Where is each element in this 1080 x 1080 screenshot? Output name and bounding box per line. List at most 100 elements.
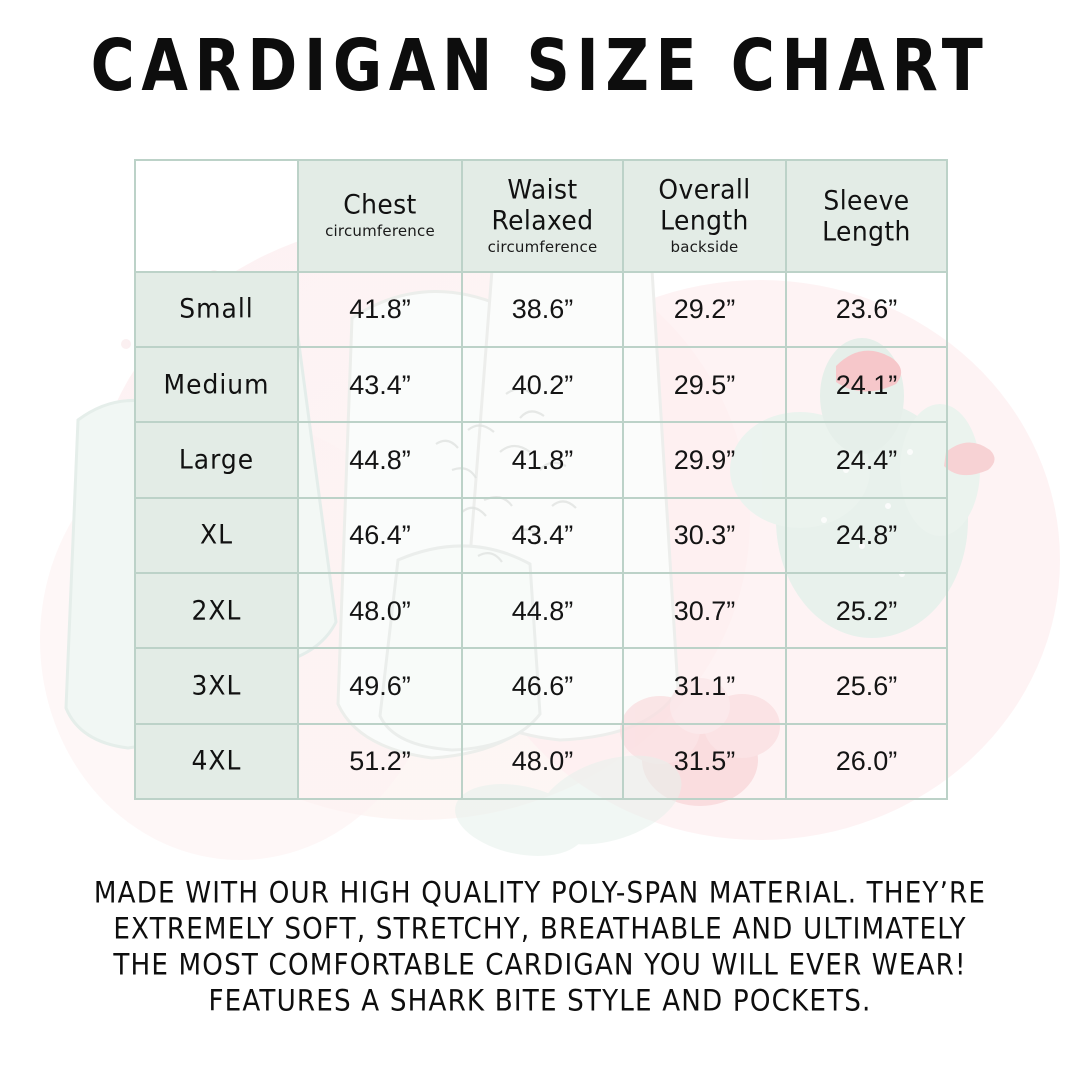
measure-value: 29.9” <box>673 444 736 475</box>
cell-xl-sleeve: 24.8” <box>785 496 948 574</box>
cell-3xl-length: 31.1” <box>622 647 787 725</box>
cell-small-sleeve: 23.6” <box>785 270 948 348</box>
cell-4xl-sleeve: 26.0” <box>785 722 948 801</box>
cell-xl-chest: 46.4” <box>297 496 463 574</box>
column-header-chest-sub: circumference <box>325 222 435 241</box>
column-header-chest: Chest circumference <box>297 159 463 273</box>
measure-value: 43.4” <box>349 369 411 400</box>
measure-value: 41.8” <box>511 444 574 475</box>
measure-value: 25.6” <box>835 670 898 701</box>
column-header-sleeve-length-main-line2: Length <box>822 215 911 247</box>
column-header-chest-main: Chest <box>343 189 417 221</box>
table-row: Medium 43.4” 40.2” 29.5” 24.1” <box>134 345 948 424</box>
footer-description: MADE WITH OUR HIGH QUALITY POLY-SPAN MAT… <box>50 876 1030 1020</box>
measure-value: 30.7” <box>673 595 736 626</box>
measure-value: 29.5” <box>673 369 736 400</box>
cell-medium-waist: 40.2” <box>461 345 624 424</box>
measure-value: 38.6” <box>511 294 574 325</box>
measure-value: 46.4” <box>349 520 411 551</box>
row-header-large: Large <box>134 421 299 499</box>
measure-value: 31.5” <box>673 746 736 777</box>
measure-value: 26.0” <box>835 746 898 777</box>
cell-3xl-sleeve: 25.6” <box>785 647 948 725</box>
table-corner-cell <box>134 159 299 273</box>
measure-value: 31.1” <box>673 670 736 701</box>
page-title: CARDIGAN SIZE CHART <box>90 24 990 108</box>
measure-value: 23.6” <box>835 294 898 325</box>
measure-value: 46.6” <box>511 670 574 701</box>
cell-2xl-waist: 44.8” <box>461 571 624 650</box>
size-label: 4XL <box>191 745 242 776</box>
measure-value: 25.2” <box>835 595 898 626</box>
measure-value: 40.2” <box>511 369 574 400</box>
cell-2xl-length: 30.7” <box>622 571 787 650</box>
footer-line-2: EXTREMELY SOFT, STRETCHY, BREATHABLE AND… <box>113 912 967 947</box>
measure-value: 24.1” <box>835 369 898 400</box>
cell-3xl-chest: 49.6” <box>297 647 463 725</box>
size-label: Small <box>179 293 254 324</box>
column-header-overall-length-main-line2: Length <box>660 204 749 236</box>
measure-value: 24.4” <box>835 444 898 475</box>
row-header-4xl: 4XL <box>134 722 299 801</box>
footer-line-3: THE MOST COMFORTABLE CARDIGAN YOU WILL E… <box>113 948 967 983</box>
cell-medium-length: 29.5” <box>622 345 787 424</box>
cell-large-sleeve: 24.4” <box>785 421 948 499</box>
column-header-waist-sub: circumference <box>487 237 598 256</box>
size-label: Medium <box>163 368 270 400</box>
measure-value: 29.2” <box>673 294 736 325</box>
table-row: 3XL 49.6” 46.6” 31.1” 25.6” <box>134 647 948 725</box>
measure-value: 24.8” <box>835 520 898 551</box>
table-row: XL 46.4” 43.4” 30.3” 24.8” <box>134 496 948 574</box>
table-row: Large 44.8” 41.8” 29.9” 24.4” <box>134 421 948 499</box>
table-row: 2XL 48.0” 44.8” 30.7” 25.2” <box>134 571 948 650</box>
column-header-waist: Waist Relaxed circumference <box>461 159 624 273</box>
column-header-overall-length-main-line1: Overall <box>658 173 751 205</box>
measure-value: 41.8” <box>349 294 411 325</box>
row-header-medium: Medium <box>134 345 299 424</box>
size-label: XL <box>199 519 234 550</box>
measure-value: 51.2” <box>349 746 411 777</box>
column-header-waist-main-line2: Relaxed <box>491 204 594 236</box>
cell-medium-chest: 43.4” <box>297 345 463 424</box>
size-label: Large <box>178 444 255 475</box>
measure-value: 44.8” <box>349 444 411 475</box>
measure-value: 30.3” <box>673 520 736 551</box>
cell-3xl-waist: 46.6” <box>461 647 624 725</box>
table-row: 4XL 51.2” 48.0” 31.5” 26.0” <box>134 722 948 801</box>
cell-4xl-chest: 51.2” <box>297 722 463 801</box>
footer-line-4: FEATURES A SHARK BITE STYLE AND POCKETS. <box>208 984 872 1019</box>
cell-4xl-waist: 48.0” <box>461 722 624 801</box>
footer-line-1: MADE WITH OUR HIGH QUALITY POLY-SPAN MAT… <box>93 876 987 911</box>
table-row: Small 41.8” 38.6” 29.2” 23.6” <box>134 270 948 348</box>
measure-value: 43.4” <box>511 520 574 551</box>
cell-large-length: 29.9” <box>622 421 787 499</box>
cell-xl-waist: 43.4” <box>461 496 624 574</box>
cell-2xl-sleeve: 25.2” <box>785 571 948 650</box>
size-chart-table-wrap: Chest circumference Waist Relaxed circum… <box>134 159 948 801</box>
row-header-2xl: 2XL <box>134 571 299 650</box>
cell-small-length: 29.2” <box>622 270 787 348</box>
size-label: 2XL <box>191 594 242 626</box>
measure-value: 44.8” <box>511 595 574 626</box>
column-header-overall-length-sub: backside <box>670 237 739 256</box>
cell-medium-sleeve: 24.1” <box>785 345 948 424</box>
row-header-3xl: 3XL <box>134 647 299 725</box>
column-header-overall-length: Overall Length backside <box>622 159 787 273</box>
column-header-sleeve-length: Sleeve Length <box>785 159 948 273</box>
size-label: 3XL <box>191 670 242 701</box>
table-header-row: Chest circumference Waist Relaxed circum… <box>134 159 948 273</box>
cell-xl-length: 30.3” <box>622 496 787 574</box>
row-header-small: Small <box>134 270 299 348</box>
cell-small-chest: 41.8” <box>297 270 463 348</box>
column-header-waist-main-line1: Waist <box>507 173 578 205</box>
row-header-xl: XL <box>134 496 299 574</box>
cell-large-waist: 41.8” <box>461 421 624 499</box>
size-chart-table: Chest circumference Waist Relaxed circum… <box>134 159 948 801</box>
cell-4xl-length: 31.5” <box>622 722 787 801</box>
cell-large-chest: 44.8” <box>297 421 463 499</box>
cell-2xl-chest: 48.0” <box>297 571 463 650</box>
measure-value: 49.6” <box>349 670 411 701</box>
column-header-sleeve-length-main-line1: Sleeve <box>823 184 910 216</box>
cell-small-waist: 38.6” <box>461 270 624 348</box>
